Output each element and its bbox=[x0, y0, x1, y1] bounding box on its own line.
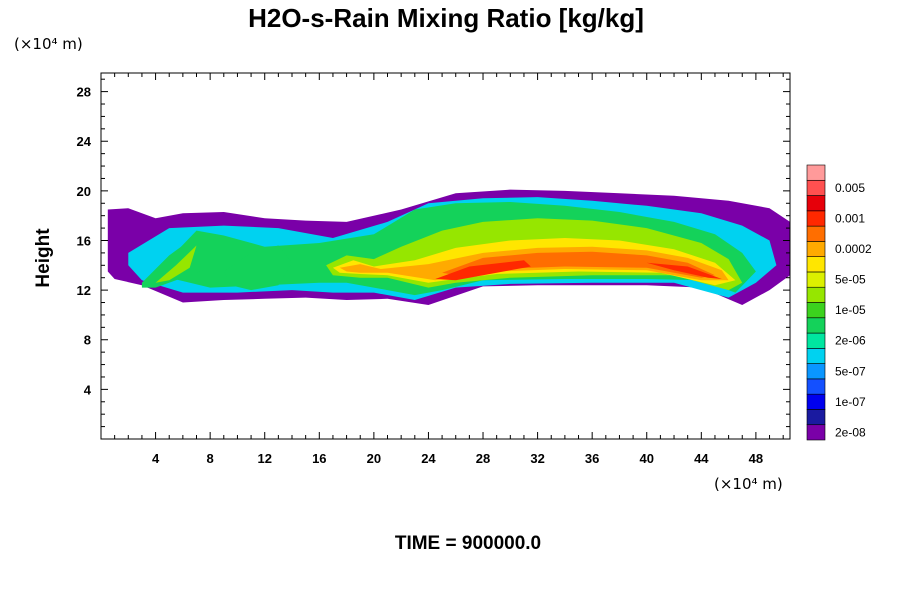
y-tick-label: 20 bbox=[77, 184, 91, 199]
y-tick-label: 28 bbox=[77, 85, 91, 100]
colorbar-swatch bbox=[806, 256, 826, 273]
x-tick-label: 44 bbox=[694, 451, 709, 466]
colorbar: 2e-08 1e-07 5e-07 2e-06 1e-05 5e-05 0.0002 0.00… bbox=[806, 164, 872, 441]
colorbar-swatch bbox=[806, 393, 826, 410]
colorbar-label: 2e-06 bbox=[835, 334, 866, 348]
region-west-swirl-inner bbox=[155, 245, 197, 283]
colorbar-swatch bbox=[806, 378, 826, 395]
x-tick-label: 36 bbox=[585, 451, 599, 466]
colorbar-swatch bbox=[806, 271, 826, 288]
colorbar-swatch bbox=[806, 286, 826, 303]
region-mid-swirl bbox=[223, 245, 292, 291]
colorbar-swatch bbox=[806, 241, 826, 257]
region-red-core-east bbox=[646, 262, 722, 279]
y-tick-label: 24 bbox=[77, 134, 92, 149]
colorbar-swatch bbox=[806, 317, 826, 334]
y-tick-label: 4 bbox=[84, 382, 92, 397]
x-tick-label: 16 bbox=[312, 451, 326, 466]
y-axis-label: Height bbox=[33, 228, 54, 288]
y-tick-label: 16 bbox=[77, 233, 91, 248]
time-annotation: TIME = 900000.0 bbox=[395, 533, 541, 554]
colorbar-label: 1e-07 bbox=[835, 395, 866, 409]
colorbar-label: 5e-07 bbox=[835, 364, 866, 378]
x-units-label: (×10⁴ m) bbox=[714, 475, 783, 493]
colorbar-swatch bbox=[806, 164, 826, 181]
y-tick-label: 8 bbox=[84, 333, 91, 348]
colorbar-swatch bbox=[806, 210, 826, 227]
colorbar-label: 0.005 bbox=[835, 181, 865, 195]
region-west-swirl bbox=[141, 235, 217, 288]
plot-frame bbox=[100, 72, 791, 440]
y-tick-label: 12 bbox=[77, 283, 91, 298]
region-dark-orange-core bbox=[442, 251, 715, 278]
colorbar-label: 2e-08 bbox=[835, 425, 866, 439]
colorbar-swatch bbox=[806, 302, 826, 319]
colorbar-swatch bbox=[806, 363, 826, 380]
colorbar-swatch bbox=[806, 409, 826, 426]
colorbar-swatch bbox=[806, 195, 826, 212]
x-tick-label: 40 bbox=[640, 451, 654, 466]
x-tick-label: 8 bbox=[207, 451, 214, 466]
x-tick-label: 32 bbox=[530, 451, 544, 466]
region-red-core-west bbox=[435, 260, 531, 281]
y-units-label: (×10⁴ m) bbox=[14, 35, 83, 53]
x-tick-label: 48 bbox=[749, 451, 763, 466]
colorbar-swatch bbox=[806, 424, 826, 441]
x-tick-label: 24 bbox=[421, 451, 436, 466]
colorbar-label: 0.0002 bbox=[835, 242, 872, 256]
data-regions bbox=[107, 189, 791, 305]
x-tick-label: 20 bbox=[367, 451, 381, 466]
plot-area bbox=[100, 72, 791, 440]
colorbar-label: 1e-05 bbox=[835, 303, 866, 317]
colorbar-swatch bbox=[806, 179, 826, 196]
colorbar-swatch bbox=[806, 225, 826, 242]
colorbar-label: 5e-05 bbox=[835, 273, 866, 287]
x-tick-label: 28 bbox=[476, 451, 490, 466]
x-axis: 4 8 12 16 20 24 28 32 36 40 44 48 bbox=[114, 73, 784, 466]
x-tick-label: 4 bbox=[152, 451, 160, 466]
colorbar-swatch bbox=[806, 332, 826, 349]
colorbar-swatch bbox=[806, 348, 826, 364]
chart-title: H2O-s-Rain Mixing Ratio [kg/kg] bbox=[248, 3, 644, 33]
y-axis: 4 8 12 16 20 24 28 bbox=[77, 78, 790, 428]
colorbar-label: 0.001 bbox=[835, 211, 865, 225]
x-tick-label: 12 bbox=[257, 451, 271, 466]
